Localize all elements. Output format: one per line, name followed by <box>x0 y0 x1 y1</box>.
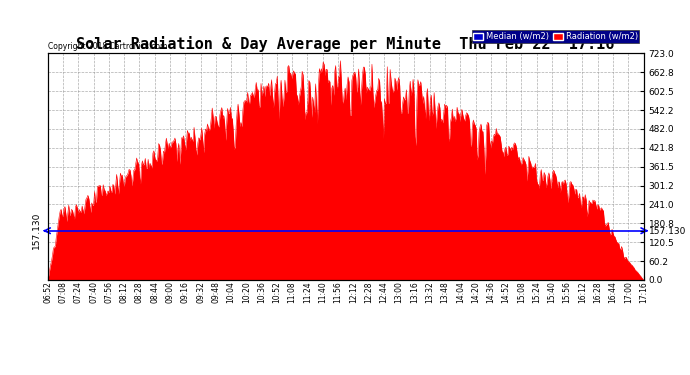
Legend: Median (w/m2), Radiation (w/m2): Median (w/m2), Radiation (w/m2) <box>472 30 640 43</box>
Text: Copyright 2018 Cartronics.com: Copyright 2018 Cartronics.com <box>48 42 167 51</box>
Title: Solar Radiation & Day Average per Minute  Thu Feb 22  17:16: Solar Radiation & Day Average per Minute… <box>77 36 615 52</box>
